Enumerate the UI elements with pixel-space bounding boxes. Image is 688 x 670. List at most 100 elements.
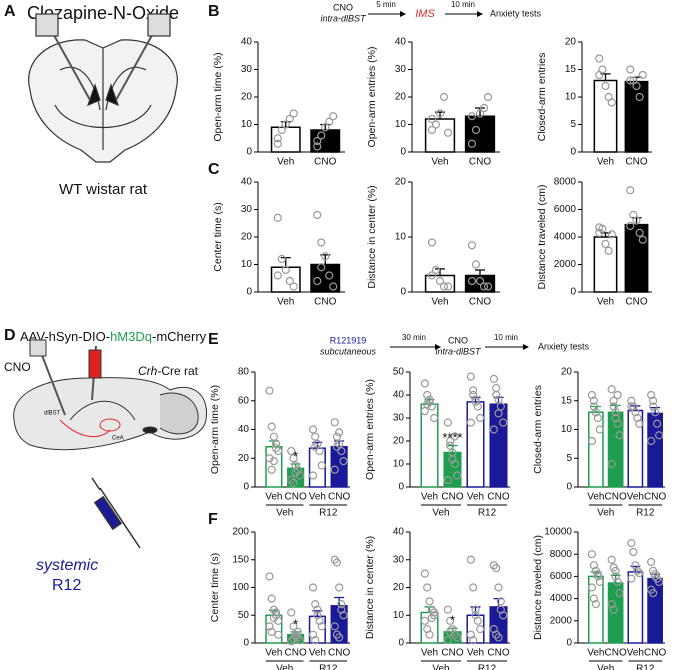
group-label: Veh xyxy=(432,508,449,519)
data-point xyxy=(607,230,616,239)
data-point xyxy=(443,418,452,427)
x-tick-label: Veh xyxy=(467,648,484,659)
x-tick-label: Veh xyxy=(587,492,604,503)
x-tick-label: CNO xyxy=(625,297,647,308)
data-point xyxy=(595,228,604,237)
data-point xyxy=(595,425,604,434)
data-point xyxy=(499,418,508,427)
y-tick-label: 4000 xyxy=(550,593,573,604)
y-axis-label: Distance in center (%) xyxy=(366,185,378,288)
data-point xyxy=(613,577,622,587)
y-tick-label: 40 xyxy=(395,37,407,48)
y-tick-label: 6000 xyxy=(554,204,577,215)
data-point xyxy=(265,386,274,395)
y-tick-label: 15 xyxy=(565,64,577,75)
y-axis-label: Distance traveled (cm) xyxy=(536,184,548,289)
data-point xyxy=(271,444,281,453)
error-bar xyxy=(475,269,485,276)
data-point xyxy=(425,597,434,606)
data-point xyxy=(427,114,437,124)
data-point xyxy=(633,566,642,575)
data-point xyxy=(626,65,635,74)
data-point xyxy=(308,425,318,434)
data-point xyxy=(291,632,300,641)
y-tick-label: 10 xyxy=(241,119,253,130)
data-point xyxy=(439,92,449,102)
y-tick-label: 0 xyxy=(398,482,404,493)
data-point xyxy=(607,459,616,469)
y-tick-label: 10 xyxy=(561,424,573,435)
data-point xyxy=(337,600,346,609)
data-point xyxy=(471,605,480,614)
data-point xyxy=(274,616,283,625)
data-point xyxy=(308,583,318,592)
data-point xyxy=(337,605,346,614)
timeline-text: 30 min xyxy=(402,333,426,342)
x-tick-label: Veh xyxy=(597,157,614,168)
data-point xyxy=(337,446,346,456)
y-tick-label: 30 xyxy=(393,554,405,565)
data-point xyxy=(267,465,276,474)
data-point xyxy=(311,600,320,609)
x-tick-label: CNO xyxy=(469,157,491,168)
timeline-text: IMS xyxy=(415,8,435,20)
data-point xyxy=(321,123,330,132)
y-tick-label: 0 xyxy=(566,638,572,649)
y-tick-label: 20 xyxy=(393,582,405,593)
data-point xyxy=(611,408,620,417)
data-point xyxy=(287,608,296,617)
data-point xyxy=(613,419,622,428)
data-point xyxy=(589,396,598,405)
panel-label: A xyxy=(4,3,16,20)
data-point xyxy=(269,432,278,441)
data-point xyxy=(330,622,339,631)
bar xyxy=(593,79,618,153)
panel-label: B xyxy=(208,3,220,20)
y-tick-label: 200 xyxy=(232,527,249,538)
data-point xyxy=(267,594,276,603)
strain-part: -Cre rat xyxy=(157,364,198,378)
data-point xyxy=(420,569,429,578)
data-point xyxy=(591,600,600,609)
data-point xyxy=(267,422,276,431)
group-label: Veh xyxy=(597,508,614,519)
x-tick-label: Veh xyxy=(421,648,438,659)
syringe xyxy=(91,477,141,549)
data-point xyxy=(635,92,644,102)
significance: * xyxy=(293,448,298,463)
data-point xyxy=(469,583,478,592)
y-tick-label: 0 xyxy=(246,287,252,298)
data-point xyxy=(607,98,616,107)
timeline-text: intra-dlBST xyxy=(320,13,367,23)
data-point xyxy=(317,263,326,272)
y-axis-label: Open-arm time (%) xyxy=(212,52,224,141)
data-point xyxy=(308,471,318,480)
region-label: dlBST xyxy=(44,411,61,417)
data-point xyxy=(595,70,604,80)
bar xyxy=(588,411,604,488)
data-point xyxy=(467,276,477,286)
data-point xyxy=(329,112,338,121)
y-tick-label: 30 xyxy=(241,204,253,215)
y-tick-label: 60 xyxy=(238,395,250,406)
data-point xyxy=(443,605,452,614)
data-point xyxy=(423,390,432,400)
data-point xyxy=(469,390,478,400)
data-point xyxy=(494,583,503,592)
data-point xyxy=(496,605,505,614)
data-point xyxy=(483,282,493,291)
drug-label: R12 xyxy=(52,577,81,594)
data-point xyxy=(615,431,624,440)
data-point xyxy=(631,561,640,570)
brain-diagram xyxy=(28,13,178,163)
y-axis-label: Open-arm entries (%) xyxy=(364,379,376,480)
data-point xyxy=(332,442,342,451)
y-tick-label: 0 xyxy=(566,482,572,493)
data-point xyxy=(587,390,596,400)
timeline-text: 10 min xyxy=(494,333,518,342)
error-bar xyxy=(320,123,331,130)
bar xyxy=(593,236,618,293)
data-point xyxy=(631,408,640,417)
panel-label: D xyxy=(4,327,16,344)
data-point xyxy=(494,633,503,642)
